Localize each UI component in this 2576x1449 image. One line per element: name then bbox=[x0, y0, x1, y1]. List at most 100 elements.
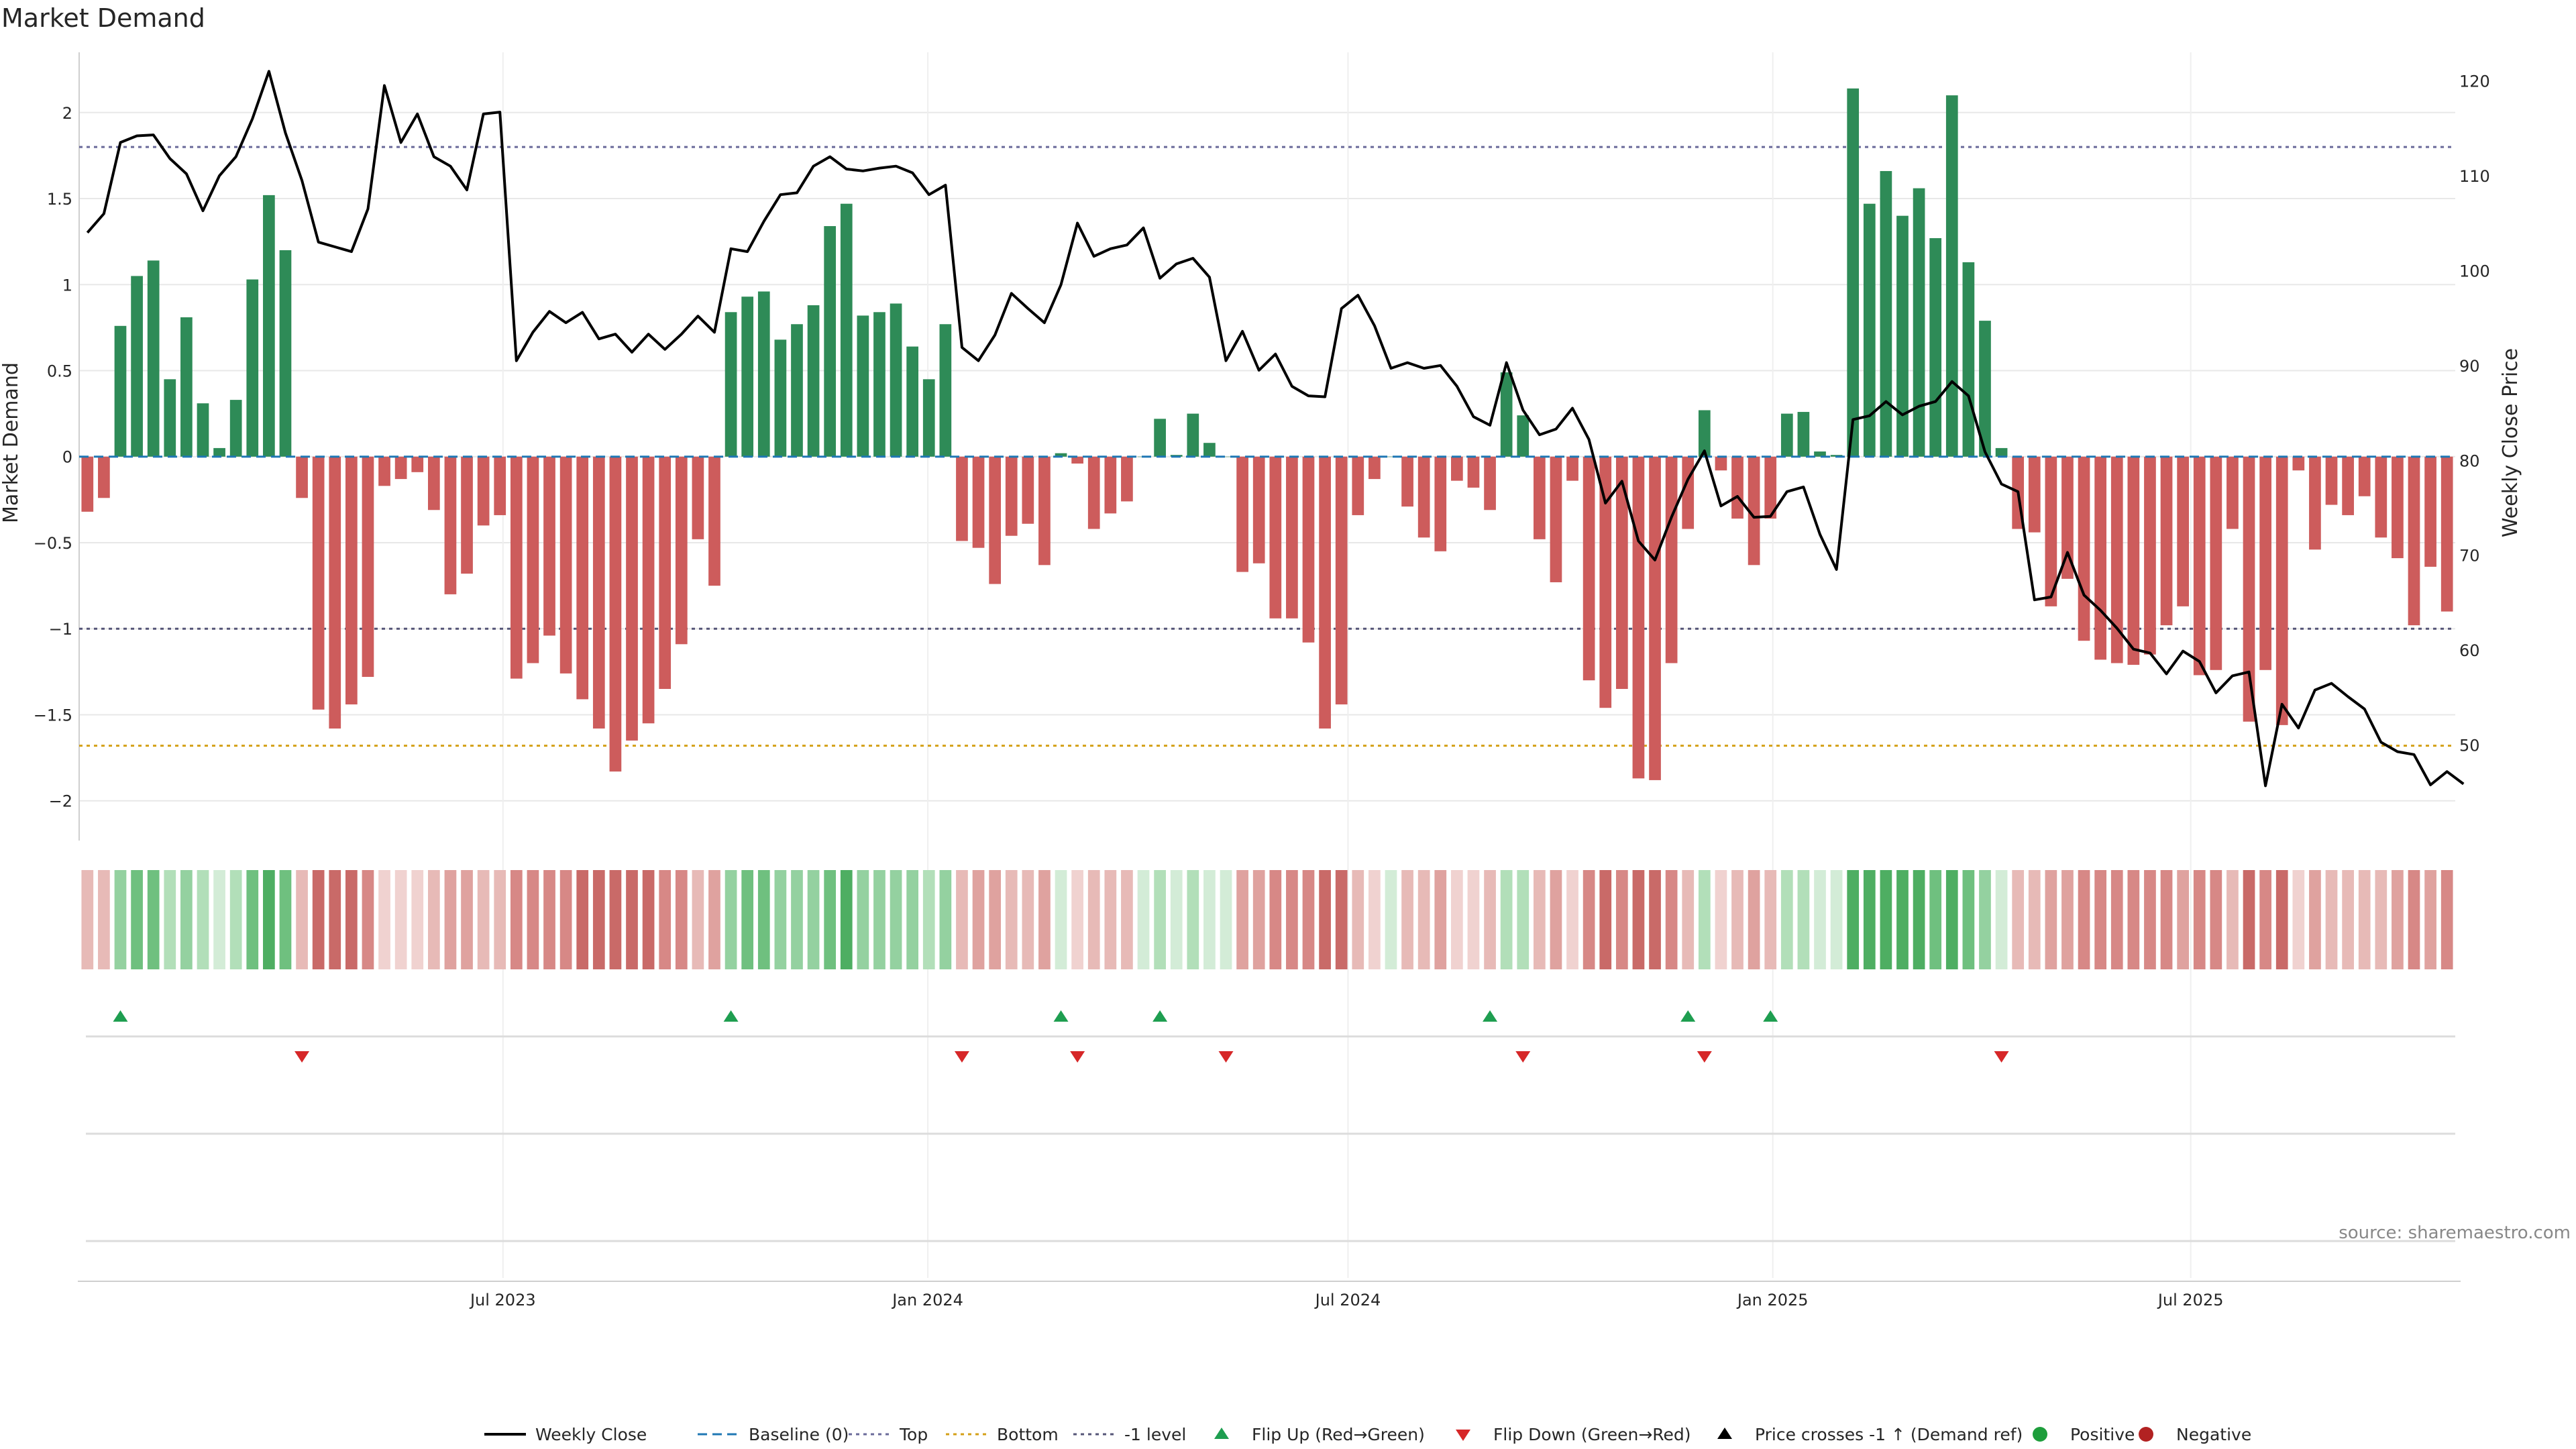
strip-cell bbox=[2061, 870, 2074, 969]
demand-bar bbox=[1797, 412, 1810, 457]
legend-label: Top bbox=[899, 1425, 928, 1444]
demand-bar bbox=[2110, 456, 2123, 663]
strip-cell bbox=[1615, 870, 1628, 969]
demand-bar bbox=[2226, 456, 2239, 529]
strip-cell bbox=[1368, 870, 1381, 969]
strip-cell bbox=[114, 870, 127, 969]
strip-cell bbox=[1236, 870, 1248, 969]
strip-cell bbox=[1071, 870, 1083, 969]
strip-cell bbox=[840, 870, 853, 969]
x-tick-label: Jan 2025 bbox=[1736, 1291, 1809, 1309]
demand-bar bbox=[708, 456, 720, 586]
demand-bar bbox=[1929, 238, 1942, 457]
demand-bar bbox=[213, 447, 225, 457]
demand-bar bbox=[2259, 456, 2271, 670]
demand-bar bbox=[2292, 456, 2305, 471]
strip-cell bbox=[477, 870, 490, 969]
strip-cell bbox=[1582, 870, 1595, 969]
demand-bar bbox=[1071, 456, 1083, 464]
demand-bar bbox=[1599, 456, 1612, 708]
strip-cell bbox=[1385, 870, 1397, 969]
strip-cell bbox=[1104, 870, 1117, 969]
demand-bar bbox=[791, 324, 803, 457]
strip-cell bbox=[1302, 870, 1315, 969]
y2-tick-label: 70 bbox=[2459, 547, 2480, 566]
legend-item-top: Top bbox=[849, 1425, 928, 1444]
grid-lines bbox=[78, 52, 2455, 1278]
strip-cell bbox=[312, 870, 325, 969]
demand-bar bbox=[1252, 456, 1265, 564]
price-line-group bbox=[86, 70, 2465, 788]
source-credit: source: sharemaestro.com bbox=[2339, 1223, 2571, 1243]
demand-bar bbox=[890, 303, 902, 457]
demand-bar bbox=[510, 456, 523, 679]
demand-bar bbox=[642, 456, 655, 724]
legend-symbol bbox=[1456, 1430, 1470, 1441]
strip-cell bbox=[2177, 870, 2190, 969]
demand-bars bbox=[79, 88, 2455, 780]
demand-bar bbox=[1121, 456, 1133, 502]
demand-bar bbox=[939, 324, 952, 457]
strip-cell bbox=[1203, 870, 1216, 969]
demand-bar bbox=[494, 456, 506, 515]
demand-bar bbox=[1814, 451, 1826, 457]
strip-cell bbox=[444, 870, 457, 969]
strip-cell bbox=[263, 870, 275, 969]
legend-item-positive: Positive bbox=[2033, 1425, 2135, 1444]
strip-cell bbox=[2259, 870, 2271, 969]
demand-bar bbox=[180, 317, 193, 457]
strip-cell bbox=[956, 870, 968, 969]
demand-bar bbox=[1319, 456, 1331, 729]
flip-down-marker bbox=[1218, 1051, 1234, 1063]
strip-cell bbox=[989, 870, 1002, 969]
demand-bar bbox=[1154, 419, 1166, 457]
demand-bar bbox=[2210, 456, 2222, 670]
strip-cell bbox=[626, 870, 638, 969]
demand-bar bbox=[2440, 456, 2453, 612]
y-axis-ticks: −2 −1.5 −1 −0.5 0 0.5 1 1.5 2 bbox=[34, 104, 72, 811]
legend-symbol bbox=[2033, 1427, 2047, 1442]
strip-cell bbox=[757, 870, 770, 969]
strip-cell bbox=[362, 870, 374, 969]
demand-bar bbox=[279, 250, 292, 457]
demand-bar bbox=[229, 400, 242, 457]
x-axis-ticks: Jul 2023 Jan 2024 Jul 2024 Jan 2025 Jul 2025 bbox=[469, 1291, 2224, 1309]
demand-bar bbox=[1385, 456, 1397, 458]
demand-bar bbox=[1682, 456, 1695, 529]
demand-bar bbox=[807, 305, 820, 457]
demand-bar bbox=[246, 279, 259, 457]
strip-cell bbox=[1500, 870, 1513, 969]
strip-cell bbox=[1649, 870, 1661, 969]
strip-cell bbox=[180, 870, 193, 969]
strip-cell bbox=[1038, 870, 1051, 969]
strip-cell bbox=[147, 870, 160, 969]
x-tick-label: Jul 2025 bbox=[2157, 1291, 2224, 1309]
demand-bar bbox=[1286, 456, 1298, 619]
demand-bar bbox=[1451, 456, 1463, 481]
demand-bar bbox=[1500, 372, 1513, 457]
strip-cell bbox=[1764, 870, 1777, 969]
strip-cell bbox=[1252, 870, 1265, 969]
y-tick-label: 1 bbox=[62, 276, 72, 294]
strip-cell bbox=[791, 870, 803, 969]
y-tick-label: −2 bbox=[49, 792, 72, 811]
strip-cell bbox=[411, 870, 424, 969]
strip-cell bbox=[2309, 870, 2321, 969]
y2-tick-label: 110 bbox=[2459, 167, 2490, 186]
strip-cell bbox=[345, 870, 358, 969]
demand-bar bbox=[1302, 456, 1315, 643]
strip-cell bbox=[1434, 870, 1447, 969]
strip-cell bbox=[1566, 870, 1578, 969]
strip-cell bbox=[296, 870, 308, 969]
demand-bar bbox=[1368, 456, 1381, 480]
strip-cell bbox=[1517, 870, 1529, 969]
flip-up-marker bbox=[1763, 1010, 1778, 1022]
y-tick-label: 2 bbox=[62, 104, 72, 123]
demand-bar bbox=[2408, 456, 2420, 626]
strip-cell bbox=[1220, 870, 1232, 969]
legend-label: Price crosses -1 ↑ (Demand ref) bbox=[1755, 1425, 2023, 1444]
legend-label: Weekly Close bbox=[535, 1425, 647, 1444]
demand-bar bbox=[131, 276, 143, 457]
strip-cell bbox=[2243, 870, 2255, 969]
